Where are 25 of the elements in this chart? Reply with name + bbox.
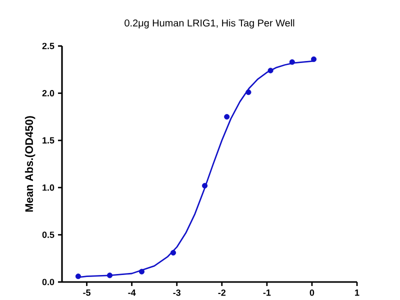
y-tick-label: 1.0 xyxy=(42,184,54,191)
x-tick-label: -2 xyxy=(218,290,226,296)
x-tick-label: -3 xyxy=(173,290,181,296)
point xyxy=(289,59,295,65)
chart-title: 0.2μg Human LRIG1, His Tag Per Well xyxy=(124,19,294,28)
point xyxy=(75,274,82,280)
x-tick-label: 0 xyxy=(310,290,314,296)
point xyxy=(268,68,274,74)
point xyxy=(246,89,252,96)
y-tick-label: 0.0 xyxy=(42,278,54,286)
y-axis-title: Mean Abs.(OD450) xyxy=(24,116,36,212)
x-tick-label: -4 xyxy=(128,290,136,296)
x-tick-label: -5 xyxy=(83,290,91,296)
y-tick-label: 2.5 xyxy=(42,42,54,50)
point xyxy=(202,182,208,188)
point xyxy=(138,268,145,274)
point xyxy=(310,56,317,62)
point xyxy=(170,250,176,256)
point xyxy=(106,272,113,278)
y-tick-label: 2.0 xyxy=(42,90,54,96)
y-tick-label: 1.5 xyxy=(42,137,54,144)
point xyxy=(224,114,230,120)
x-tick-label: 1 xyxy=(355,290,360,296)
y-tick-label: 0.5 xyxy=(42,232,54,238)
x-tick-label: -1 xyxy=(263,290,271,296)
